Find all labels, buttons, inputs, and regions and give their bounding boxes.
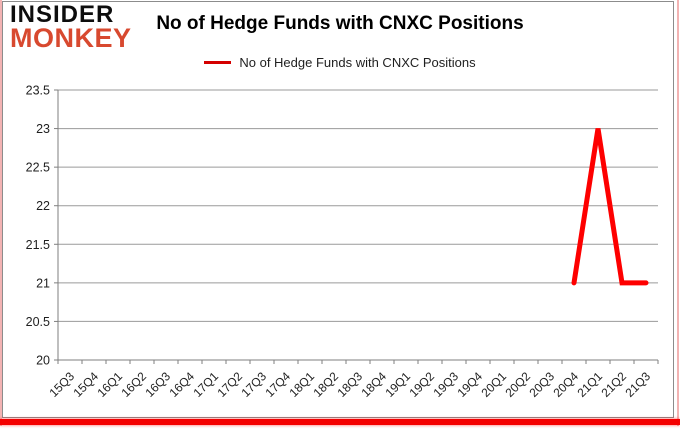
x-tick-label: 20Q2 xyxy=(502,369,533,400)
x-tick-label: 17Q2 xyxy=(214,369,245,400)
y-tick-label: 22.5 xyxy=(26,161,50,175)
x-tick-label: 16Q1 xyxy=(94,369,125,400)
x-tick-label: 21Q1 xyxy=(574,369,605,400)
y-tick-label: 20.5 xyxy=(26,315,50,329)
logo-text-monkey: MONKEY xyxy=(10,23,132,54)
x-tick-label: 19Q2 xyxy=(406,369,437,400)
x-tick-label: 20Q3 xyxy=(526,369,557,400)
chart-title: No of Hedge Funds with CNXC Positions xyxy=(156,13,524,34)
x-tick-label: 19Q4 xyxy=(454,369,485,400)
x-tick-label: 16Q2 xyxy=(118,369,149,400)
x-tick-label: 21Q2 xyxy=(598,369,629,400)
legend-label: No of Hedge Funds with CNXC Positions xyxy=(239,55,476,70)
x-axis-ticks xyxy=(57,360,659,364)
x-tick-label: 19Q3 xyxy=(430,369,461,400)
y-tick-label: 23.5 xyxy=(26,84,50,98)
y-axis-ticks xyxy=(54,89,58,361)
x-tick-label: 19Q1 xyxy=(382,369,413,400)
x-tick-label: 18Q3 xyxy=(334,369,365,400)
y-tick-label: 21.5 xyxy=(26,238,50,252)
x-tick-label: 20Q4 xyxy=(550,369,581,400)
y-tick-label: 20 xyxy=(36,354,50,368)
series-line xyxy=(571,128,649,286)
x-tick-label: 20Q1 xyxy=(478,369,509,400)
right-border-accent xyxy=(677,0,679,426)
gridlines xyxy=(58,89,658,322)
data-series xyxy=(571,128,649,286)
x-tick-label: 18Q2 xyxy=(310,369,341,400)
y-axis-labels: 20 20.5 21 21.5 22 22.5 23 23.5 xyxy=(26,84,50,368)
bottom-accent-bar xyxy=(0,419,680,425)
y-tick-label: 21 xyxy=(36,276,50,290)
x-tick-label: 15Q3 xyxy=(46,369,77,400)
axes xyxy=(57,90,658,361)
y-tick-label: 22 xyxy=(36,199,50,213)
left-border-accent xyxy=(0,0,2,426)
chart-border-frame xyxy=(2,1,674,418)
legend-line-marker xyxy=(204,61,232,64)
y-tick-label: 23 xyxy=(36,122,50,136)
x-tick-label: 16Q4 xyxy=(166,369,197,400)
x-tick-label: 15Q4 xyxy=(70,369,101,400)
x-tick-label: 21Q3 xyxy=(622,369,653,400)
x-tick-label: 17Q1 xyxy=(190,369,221,400)
logo-text-insider: INSIDER xyxy=(10,1,115,28)
x-tick-label: 16Q3 xyxy=(142,369,173,400)
x-tick-label: 18Q1 xyxy=(286,369,317,400)
insider-monkey-logo: INSIDER MONKEY xyxy=(10,1,132,54)
x-tick-label: 17Q4 xyxy=(262,369,293,400)
x-tick-label: 17Q3 xyxy=(238,369,269,400)
chart-legend: No of Hedge Funds with CNXC Positions xyxy=(0,55,680,70)
x-tick-label: 18Q4 xyxy=(358,369,389,400)
x-axis-labels: 15Q315Q416Q116Q216Q316Q417Q117Q217Q317Q4… xyxy=(46,369,653,400)
